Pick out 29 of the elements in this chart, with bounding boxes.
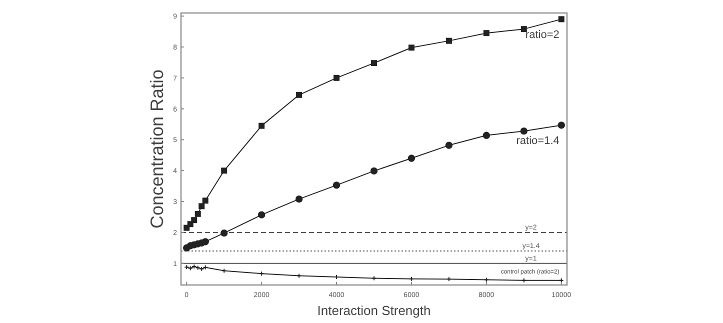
series-label: ratio=2	[525, 29, 560, 42]
point	[371, 60, 377, 66]
point	[408, 154, 416, 162]
point	[370, 167, 378, 175]
series-label: ratio=1.4	[516, 135, 560, 148]
point	[446, 38, 452, 44]
point	[482, 132, 490, 139]
point	[202, 238, 209, 246]
point	[520, 26, 527, 32]
point	[334, 74, 340, 81]
point	[191, 217, 198, 224]
point	[332, 182, 340, 189]
point	[202, 198, 208, 204]
point	[408, 44, 414, 51]
point	[558, 122, 565, 129]
point	[258, 122, 265, 129]
point	[558, 16, 564, 22]
point	[258, 211, 266, 218]
point	[194, 210, 201, 217]
point	[295, 195, 303, 203]
point	[445, 142, 453, 149]
point	[520, 127, 528, 135]
point	[483, 30, 490, 36]
point	[198, 203, 205, 210]
point	[221, 168, 228, 174]
point	[220, 229, 228, 237]
y-axis-title: Concentration Ratio	[147, 69, 167, 229]
point	[296, 92, 302, 98]
x-axis-title: Interaction Strength	[317, 303, 431, 318]
